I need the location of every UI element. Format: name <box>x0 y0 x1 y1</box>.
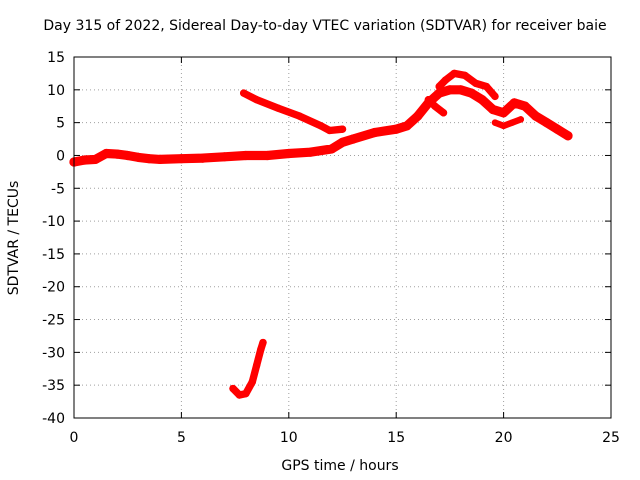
y-tick-label: -10 <box>42 214 65 230</box>
y-tick-label: -25 <box>42 313 65 329</box>
data-point <box>435 82 443 91</box>
data-point <box>491 119 499 126</box>
y-tick-label: 0 <box>56 148 65 164</box>
data-point <box>531 111 541 121</box>
data-point <box>477 95 487 105</box>
grid-lines <box>74 57 611 418</box>
y-axis-label: SDTVAR / TECUs <box>6 181 22 296</box>
data-point <box>90 154 101 164</box>
data-point <box>144 154 154 164</box>
data-point <box>295 112 304 120</box>
data-point <box>520 101 530 111</box>
data-point <box>155 154 165 164</box>
y-tick-label: -30 <box>42 345 65 361</box>
data-point <box>445 85 455 95</box>
data-point <box>370 127 380 138</box>
series-main-trend <box>69 85 573 167</box>
data-point <box>252 361 261 370</box>
x-tick-label: 5 <box>177 430 186 446</box>
data-point <box>235 391 244 399</box>
data-point <box>133 152 143 162</box>
data-point <box>434 88 444 98</box>
series-dip-branch <box>491 116 525 130</box>
x-tick-label: 15 <box>387 430 405 446</box>
y-tick-label: 15 <box>47 50 65 66</box>
data-point <box>176 154 186 164</box>
data-point <box>80 155 90 165</box>
data-point <box>517 116 525 123</box>
data-point <box>327 144 337 154</box>
data-point <box>424 96 433 104</box>
data-point <box>274 104 282 112</box>
plot-frame <box>73 56 612 419</box>
y-tick-label: 5 <box>56 116 65 132</box>
data-point <box>402 121 412 131</box>
data-point <box>508 119 516 126</box>
data-point <box>431 102 439 110</box>
data-point <box>563 131 573 141</box>
x-tick-label: 25 <box>602 430 620 446</box>
data-point <box>325 126 334 135</box>
data-point <box>391 124 401 134</box>
data-point <box>488 104 498 115</box>
data-point <box>413 111 423 121</box>
data-point <box>101 148 111 159</box>
data-point <box>509 98 519 108</box>
data-point <box>439 109 448 117</box>
data-point <box>552 124 562 134</box>
data-point <box>461 71 469 80</box>
data-point <box>337 137 348 147</box>
data-point <box>219 152 229 162</box>
y-tick-label: -15 <box>42 247 65 263</box>
y-tick-label: -40 <box>42 411 65 427</box>
x-tick-labels: 0 5 10 15 20 25 <box>70 430 620 446</box>
data-point <box>499 108 509 118</box>
data-point <box>259 338 267 347</box>
y-tick-labels: 15 10 5 0 -5 -10 -15 -20 -25 -30 -35 -40 <box>42 50 65 427</box>
data-point <box>198 153 208 163</box>
data-point <box>242 390 250 398</box>
data-point <box>284 148 294 159</box>
x-axis-label: GPS time / hours <box>281 458 398 474</box>
data-point <box>252 96 261 104</box>
data-point <box>348 134 358 144</box>
data-point <box>248 378 256 386</box>
data-point <box>542 118 552 128</box>
chart-title: Day 315 of 2022, Sidereal Day-to-day VTE… <box>43 18 606 34</box>
series-band <box>491 116 525 130</box>
data-point <box>466 88 476 98</box>
data-point <box>450 69 458 78</box>
data-point <box>500 122 507 130</box>
data-point <box>229 384 237 393</box>
x-tick-label: 20 <box>495 430 513 446</box>
y-tick-label: -20 <box>42 280 65 296</box>
data-point <box>241 150 251 161</box>
x-tick-label: 0 <box>70 430 79 446</box>
data-point <box>262 150 272 161</box>
series-morning-arc <box>240 89 347 135</box>
data-point <box>441 76 450 84</box>
data-point <box>482 82 491 91</box>
data-point <box>456 85 466 95</box>
tick-marks <box>73 56 612 419</box>
series-upper-spike <box>435 69 499 101</box>
data-point <box>123 150 133 161</box>
series-low-outlier-arc <box>229 338 267 399</box>
data-point <box>338 125 347 133</box>
data-point <box>472 79 480 87</box>
y-tick-label: -35 <box>42 378 65 394</box>
data-point <box>491 92 499 101</box>
y-tick-label: 10 <box>47 83 65 99</box>
data-point <box>305 147 315 157</box>
data-point <box>112 149 122 159</box>
series-side-branch <box>424 96 448 117</box>
data-series <box>69 69 573 399</box>
data-point <box>257 345 265 353</box>
y-tick-label: -5 <box>51 181 65 197</box>
data-point <box>317 122 325 130</box>
data-point <box>240 89 248 97</box>
x-tick-label: 10 <box>280 430 298 446</box>
